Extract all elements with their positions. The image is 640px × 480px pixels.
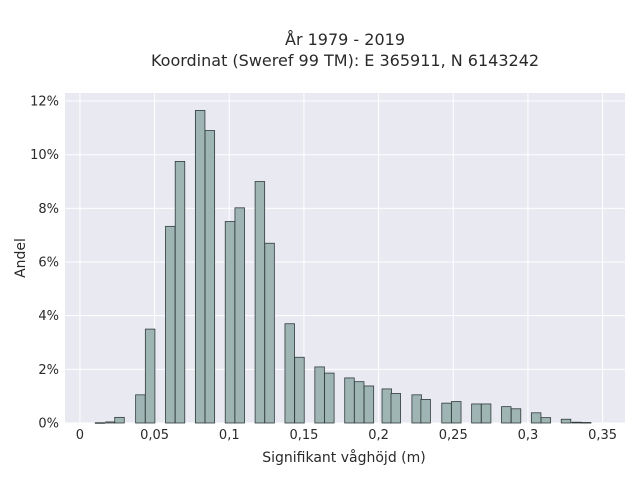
x-tick-label: 0,25 — [439, 428, 468, 443]
histogram-bar — [363, 385, 375, 424]
histogram-bar — [471, 403, 482, 424]
x-tick-label: 0,35 — [588, 428, 617, 443]
histogram-bar — [540, 417, 552, 424]
histogram-bar — [135, 394, 146, 424]
y-tick-label: 2% — [38, 363, 59, 378]
chart-title-line-2: Koordinat (Sweref 99 TM): E 365911, N 61… — [151, 51, 539, 70]
histogram-bar — [381, 388, 392, 424]
histogram-bar — [294, 356, 305, 424]
histogram-bar — [480, 403, 492, 424]
y-tick-label: 6% — [38, 256, 59, 271]
grid-lines — [65, 93, 625, 424]
histogram-bar — [451, 401, 462, 424]
histogram-bar — [174, 161, 186, 424]
histogram-bar — [194, 110, 206, 424]
histogram-bar — [501, 406, 512, 424]
histogram-bar — [580, 422, 592, 424]
histogram-bar — [530, 412, 542, 424]
histogram-bar — [510, 408, 522, 424]
histogram-bar — [314, 366, 325, 424]
x-tick-label: 0,2 — [368, 428, 389, 443]
histogram-bar — [224, 221, 236, 424]
histogram-bar — [420, 398, 431, 424]
histogram-bar — [254, 181, 266, 424]
x-tick-label: 0,15 — [289, 428, 318, 443]
histogram-bar — [105, 421, 116, 424]
histogram-bar — [114, 416, 125, 424]
x-tick-label: 0,3 — [518, 428, 539, 443]
histogram-bar — [411, 394, 422, 424]
y-tick-label: 10% — [30, 148, 59, 163]
y-tick-label: 0% — [38, 417, 59, 432]
histogram-bar — [284, 323, 295, 424]
y-tick-label: 4% — [38, 309, 59, 324]
histogram-bar — [441, 402, 452, 424]
histogram-bar — [264, 242, 275, 424]
x-tick-label: 0,05 — [140, 428, 169, 443]
histogram-bar — [165, 225, 176, 424]
x-axis-label: Signifikant våghöjd (m) — [262, 449, 425, 466]
histogram-bar — [571, 421, 582, 424]
histogram-bar — [390, 393, 401, 424]
y-tick-label: 8% — [38, 202, 59, 217]
histogram-bar — [234, 207, 245, 424]
histogram-bar — [324, 372, 335, 424]
histogram-bar — [204, 130, 216, 424]
plot-area — [65, 93, 625, 423]
histogram-bar — [344, 377, 355, 424]
histogram-bar — [560, 418, 572, 424]
x-tick-label: 0 — [76, 428, 84, 443]
tick-labels: 0 0,05 0,1 0,15 0,2 0,25 0,3 0,35 0% 2% 4% 6% 8% 10% 1… — [30, 95, 617, 443]
histogram-bar — [354, 381, 365, 424]
x-tick-label: 0,1 — [219, 428, 240, 443]
bars — [94, 110, 592, 424]
y-tick-label: 12% — [30, 95, 59, 110]
histogram-bar — [94, 422, 106, 424]
y-axis-label: Andel — [13, 238, 29, 278]
histogram-bar — [144, 328, 156, 424]
chart-title-line-1: År 1979 - 2019 — [285, 30, 405, 49]
